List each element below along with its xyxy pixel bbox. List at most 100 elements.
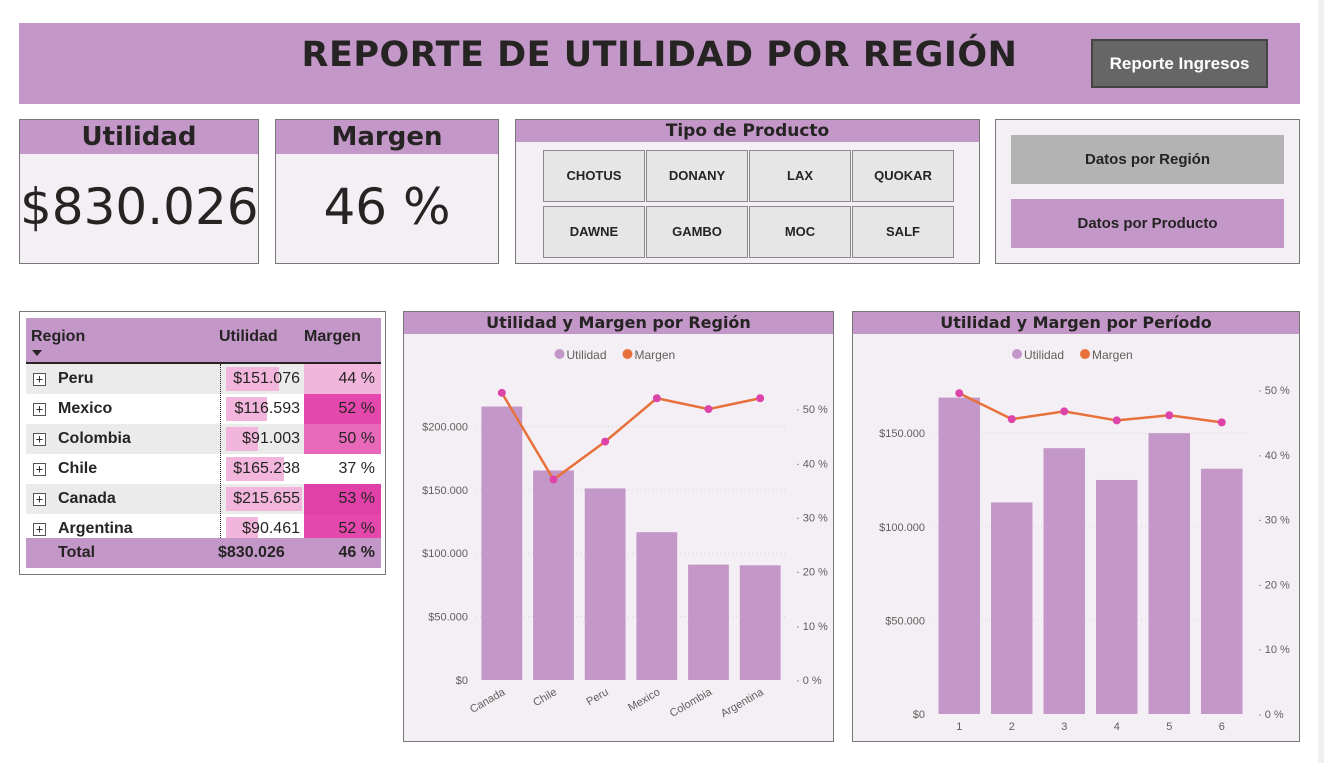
margen-point [497,388,506,397]
y-left-tick-label: $100.000 [422,548,468,560]
utilidad-data-bar [226,427,258,451]
chart-periodo-plot: Utilidad Margen $0 $50.000 $100.000 $150.000 ·… [879,348,1290,733]
utilidad-data-bar [226,517,258,541]
kpi-card-utilidad: Utilidad $830.026 [19,119,259,264]
expand-icon[interactable]: + [33,433,46,446]
x-tick-label: 6 [1219,721,1225,733]
page-scrollbar[interactable] [1318,0,1324,763]
y-left-tick-label: $50.000 [885,615,925,627]
chart-periodo-title: Utilidad y Margen por Período [853,312,1299,334]
row-margen-cell: 50 % [304,424,381,454]
row-margen: 50 % [338,430,375,447]
column-header-region[interactable]: Region [31,328,86,345]
y-right-tick-label: · 50 % [796,404,828,416]
chart-region-title: Utilidad y Margen por Región [404,312,833,334]
margen-point [1112,416,1121,425]
legend-margen-label: Margen [635,348,676,362]
utilidad-data-bar [226,487,302,511]
kpi-margen-label: Margen [276,120,498,154]
slicer-chip-donany[interactable]: DONANY [646,150,748,202]
x-tick-label: Colombia [668,686,715,720]
y-left-tick-label: $0 [913,709,925,721]
table-row[interactable]: + Chile $165.238 37 % [26,454,381,484]
legend-margen-label: Margen [1092,348,1133,362]
total-label: Total [58,544,96,561]
row-margen-cell: 52 % [304,394,381,424]
row-utilidad: $215.655 [233,490,300,507]
bar-peru [584,488,626,680]
total-utilidad: $830.026 [218,544,285,561]
y-right-tick-label: · 50 % [1258,385,1290,397]
product-type-slicer: Tipo de Producto CHOTUS DONANY LAX QUOKA… [515,119,980,264]
bar-colombia [688,564,729,680]
datos-por-producto-button[interactable]: Datos por Producto [1011,199,1284,248]
column-header-margen[interactable]: Margen [304,328,361,345]
slicer-chip-moc[interactable]: MOC [749,206,851,258]
chart-utilidad-margen-region: Utilidad y Margen por Región Utilidad Mar… [403,311,834,742]
row-utilidad: $91.003 [242,430,300,447]
margen-point [652,394,661,403]
column-divider [220,364,221,568]
chart-region-plot: Utilidad Margen $0 $50.000 $100.000 $150.000 $… [422,348,828,720]
sort-desc-icon[interactable] [32,350,42,356]
x-tick-label: 4 [1114,721,1120,733]
expand-icon[interactable]: + [33,373,46,386]
total-margen: 46 % [338,544,375,561]
margen-point [1165,411,1174,420]
y-right-tick-label: · 0 % [1258,709,1284,721]
slicer-chip-lax[interactable]: LAX [749,150,851,202]
expand-icon[interactable]: + [33,493,46,506]
header-banner: REPORTE DE UTILIDAD POR REGIÓN Reporte I… [19,23,1300,104]
legend-utilidad-label: Utilidad [567,348,607,362]
margen-point [1217,418,1226,427]
bar-5 [1148,433,1190,714]
row-margen-cell: 53 % [304,484,381,514]
slicer-chip-gambo[interactable]: GAMBO [646,206,748,258]
row-margen: 52 % [338,520,375,537]
expand-icon[interactable]: + [33,463,46,476]
expand-icon[interactable]: + [33,523,46,536]
reporte-ingresos-button[interactable]: Reporte Ingresos [1091,39,1268,88]
table-row[interactable]: + Peru $151.076 44 % [26,364,381,394]
bar-argentina [739,565,781,680]
y-right-tick-label: · 20 % [796,567,828,579]
utilidad-data-bar [226,367,279,391]
margen-point [955,389,964,398]
x-tick-label: Chile [531,686,559,709]
slicer-chip-chotus[interactable]: CHOTUS [543,150,645,202]
x-tick-label: 3 [1061,721,1067,733]
x-tick-label: Mexico [626,686,662,714]
row-margen: 52 % [338,400,375,417]
y-right-tick-label: · 30 % [796,512,828,524]
datos-por-region-button[interactable]: Datos por Región [1011,135,1284,184]
y-left-tick-label: $50.000 [428,612,468,624]
y-right-tick-label: · 40 % [1258,450,1290,462]
y-left-tick-label: $150.000 [879,428,925,440]
kpi-card-margen: Margen 46 % [275,119,499,264]
margen-line [500,392,761,482]
row-margen: 53 % [338,490,375,507]
slicer-chip-salf[interactable]: SALF [852,206,954,258]
bar-chile [533,470,574,680]
table-row[interactable]: + Mexico $116.593 52 % [26,394,381,424]
row-region: Colombia [58,430,131,447]
table-row[interactable]: + Canada $215.655 53 % [26,484,381,514]
x-tick-label: Peru [585,686,611,708]
x-tick-label: 5 [1166,721,1172,733]
legend-utilidad-marker [554,349,565,359]
bar-6 [1201,468,1243,714]
row-margen: 37 % [338,460,375,477]
row-margen-cell: 44 % [304,364,381,394]
y-left-tick-label: $100.000 [879,522,925,534]
table-row[interactable]: + Colombia $91.003 50 % [26,424,381,454]
slicer-chip-quokar[interactable]: QUOKAR [852,150,954,202]
kpi-utilidad-label: Utilidad [20,120,258,154]
column-header-utilidad[interactable]: Utilidad [219,328,278,345]
y-right-tick-label: · 30 % [1258,515,1290,527]
slicer-chip-dawne[interactable]: DAWNE [543,206,645,258]
y-right-tick-label: · 10 % [1258,644,1290,656]
legend-utilidad-marker [1012,349,1022,359]
bar-2 [991,502,1033,714]
expand-icon[interactable]: + [33,403,46,416]
utilidad-data-bar [226,457,284,481]
